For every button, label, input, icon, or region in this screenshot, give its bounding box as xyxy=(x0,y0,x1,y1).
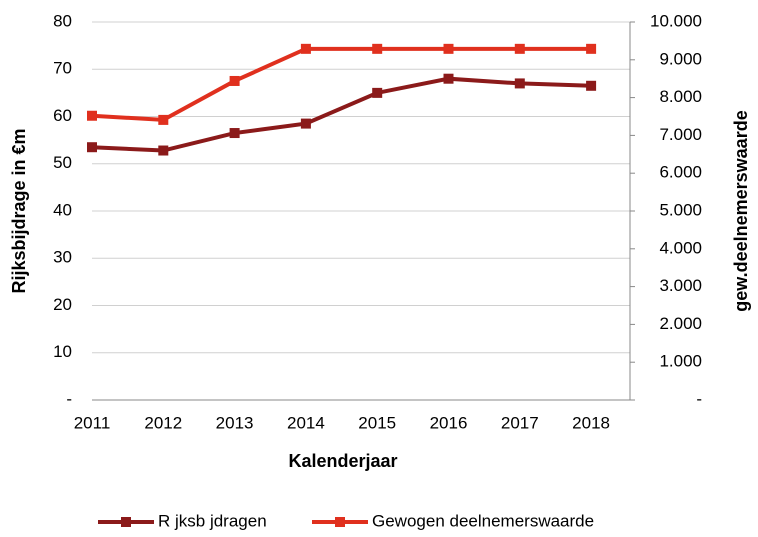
y-axis-title: Rijksbijdrage in €m xyxy=(9,128,29,293)
y2-axis-title: gew.deelnemerswaarde xyxy=(731,110,751,311)
series-marker xyxy=(87,110,97,121)
series-marker xyxy=(229,128,240,139)
y2-tick-label: 9.000 xyxy=(659,49,702,68)
series-marker xyxy=(443,73,454,84)
series-marker xyxy=(514,78,525,89)
y2-tick-label: 4.000 xyxy=(659,238,702,257)
series-marker xyxy=(372,43,383,54)
y-tick-label: 40 xyxy=(53,200,72,219)
x-tick-label: 2012 xyxy=(144,413,182,432)
x-tick-label: 2015 xyxy=(358,413,396,432)
series-marker xyxy=(300,43,311,54)
y2-tick-label: 1.000 xyxy=(659,352,702,371)
series-line xyxy=(91,46,592,122)
legend-label: R jksb jdragen xyxy=(158,511,267,530)
y-tick-label: 70 xyxy=(53,59,72,78)
y-tick-label: 60 xyxy=(53,106,72,125)
y-tick-label: 20 xyxy=(53,295,72,314)
x-tick-label: 2017 xyxy=(501,413,539,432)
y2-tick-label: 10.000 xyxy=(650,11,702,30)
series-line xyxy=(91,76,592,153)
y2-tick-label: 2.000 xyxy=(659,314,702,333)
y2-tick-label: 8.000 xyxy=(659,87,702,106)
series-marker xyxy=(87,142,97,153)
series-marker xyxy=(514,43,525,54)
y2-tick-label: 3.000 xyxy=(659,276,702,295)
y2-tick-label: 5.000 xyxy=(659,200,702,219)
series-marker xyxy=(229,75,240,86)
series-marker xyxy=(158,114,169,125)
y-tick-label: 80 xyxy=(53,11,72,30)
y-tick-label: 50 xyxy=(53,153,72,172)
series-marker xyxy=(443,43,454,54)
x-tick-label: 2013 xyxy=(216,413,254,432)
x-tick-label: 2014 xyxy=(287,413,325,432)
series-marker xyxy=(158,145,169,156)
x-tick-label: 2018 xyxy=(572,413,610,432)
legend-marker xyxy=(335,517,345,527)
series-marker xyxy=(586,43,597,54)
series-marker xyxy=(300,118,311,129)
series-marker xyxy=(586,80,597,91)
y-tick-label: - xyxy=(66,389,72,408)
y2-tick-label: 7.000 xyxy=(659,125,702,144)
x-axis-title: Kalenderjaar xyxy=(288,451,397,471)
legend-label: Gewogen deelnemerswaarde xyxy=(372,511,594,530)
legend-marker xyxy=(121,517,131,527)
y2-tick-label: - xyxy=(696,389,702,408)
y2-tick-label: 6.000 xyxy=(659,163,702,182)
y-tick-label: 10 xyxy=(53,342,72,361)
y-tick-label: 30 xyxy=(53,248,72,267)
x-tick-label: 2016 xyxy=(430,413,468,432)
series-marker xyxy=(372,87,383,98)
x-tick-label: 2011 xyxy=(74,413,111,432)
